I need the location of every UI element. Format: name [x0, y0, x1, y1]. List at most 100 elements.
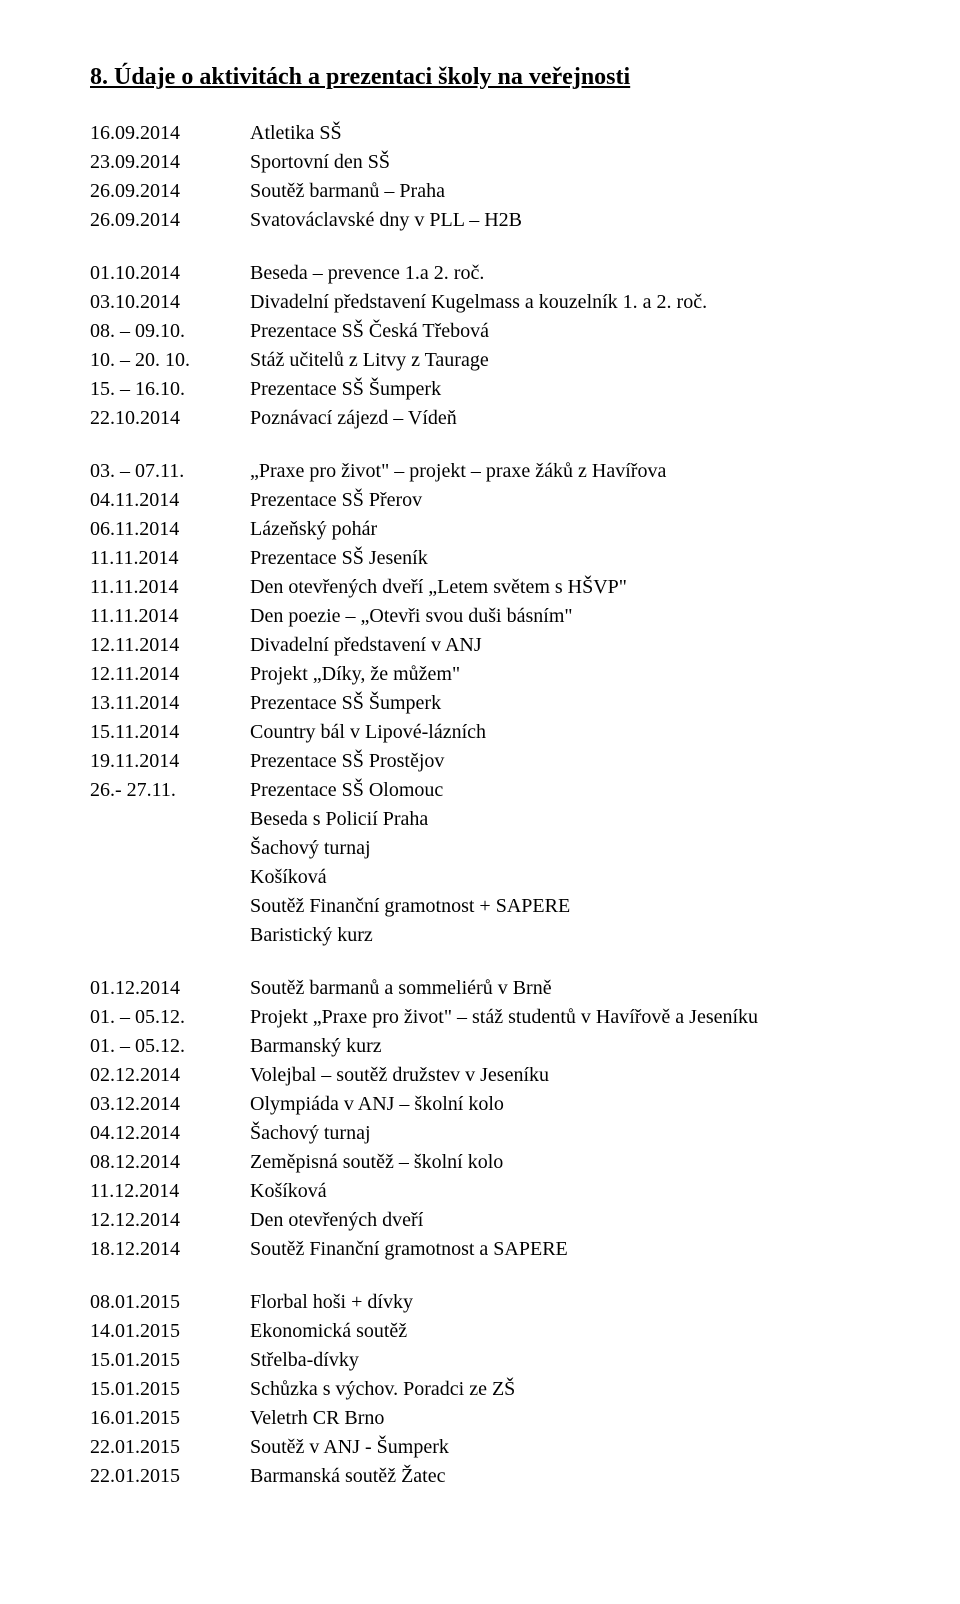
event-date: 13.11.2014 — [90, 689, 250, 718]
event-row: 15. – 16.10.Prezentace SŠ Šumperk — [90, 375, 870, 404]
event-desc: Den poezie – „Otevři svou duši básním" — [250, 602, 870, 631]
event-date: 15.01.2015 — [90, 1346, 250, 1375]
event-desc: Soutěž Finanční gramotnost a SAPERE — [250, 1235, 870, 1264]
event-row: 18.12.2014Soutěž Finanční gramotnost a S… — [90, 1235, 870, 1264]
event-desc: Prezentace SŠ Šumperk — [250, 375, 870, 404]
event-desc: Olympiáda v ANJ – školní kolo — [250, 1090, 870, 1119]
event-date: 04.12.2014 — [90, 1119, 250, 1148]
event-desc: Prezentace SŠ Šumperk — [250, 689, 870, 718]
event-date: 10. – 20. 10. — [90, 346, 250, 375]
event-desc-continuation: Šachový turnaj — [90, 834, 870, 863]
event-row: 03.10.2014Divadelní představení Kugelmas… — [90, 288, 870, 317]
event-desc: Schůzka s výchov. Poradci ze ZŠ — [250, 1375, 870, 1404]
event-date: 04.11.2014 — [90, 486, 250, 515]
event-desc: Soutěž barmanů a sommeliérů v Brně — [250, 974, 870, 1003]
event-desc: Ekonomická soutěž — [250, 1317, 870, 1346]
event-row: 11.11.2014Den poezie – „Otevři svou duši… — [90, 602, 870, 631]
event-desc: Prezentace SŠ Česká Třebová — [250, 317, 870, 346]
event-desc-continuation: Soutěž Finanční gramotnost + SAPERE — [90, 892, 870, 921]
event-date: 15.11.2014 — [90, 718, 250, 747]
event-row: 12.12.2014Den otevřených dveří — [90, 1206, 870, 1235]
event-desc: Divadelní představení v ANJ — [250, 631, 870, 660]
event-desc: Lázeňský pohár — [250, 515, 870, 544]
event-row: 15.11.2014Country bál v Lipové-lázních — [90, 718, 870, 747]
event-block-2: 01.10.2014Beseda – prevence 1.a 2. roč.0… — [90, 259, 870, 433]
event-date: 11.11.2014 — [90, 602, 250, 631]
event-row: 01.10.2014Beseda – prevence 1.a 2. roč. — [90, 259, 870, 288]
event-row: 26.09.2014Svatováclavské dny v PLL – H2B — [90, 206, 870, 235]
event-date: 08.12.2014 — [90, 1148, 250, 1177]
event-desc: Svatováclavské dny v PLL – H2B — [250, 206, 870, 235]
event-desc: Projekt „Praxe pro život" – stáž student… — [250, 1003, 870, 1032]
event-date: 16.09.2014 — [90, 119, 250, 148]
event-date: 12.11.2014 — [90, 660, 250, 689]
event-desc: Den otevřených dveří „Letem světem s HŠV… — [250, 573, 870, 602]
event-row: 26.- 27.11.Prezentace SŠ Olomouc — [90, 776, 870, 805]
event-desc: Volejbal – soutěž družstev v Jeseníku — [250, 1061, 870, 1090]
event-desc: „Praxe pro život" – projekt – praxe žáků… — [250, 457, 870, 486]
event-desc: Prezentace SŠ Přerov — [250, 486, 870, 515]
event-date: 23.09.2014 — [90, 148, 250, 177]
event-row: 12.11.2014Projekt „Díky, že můžem" — [90, 660, 870, 689]
event-desc: Zeměpisná soutěž – školní kolo — [250, 1148, 870, 1177]
event-desc: Beseda – prevence 1.a 2. roč. — [250, 259, 870, 288]
event-date: 06.11.2014 — [90, 515, 250, 544]
event-row: 01.12.2014Soutěž barmanů a sommeliérů v … — [90, 974, 870, 1003]
event-row: 04.11.2014Prezentace SŠ Přerov — [90, 486, 870, 515]
event-row: 01. – 05.12.Barmanský kurz — [90, 1032, 870, 1061]
event-date: 01. – 05.12. — [90, 1032, 250, 1061]
event-date: 02.12.2014 — [90, 1061, 250, 1090]
event-date: 01. – 05.12. — [90, 1003, 250, 1032]
event-desc: Střelba-dívky — [250, 1346, 870, 1375]
event-row: 23.09.2014Sportovní den SŠ — [90, 148, 870, 177]
event-row: 19.11.2014Prezentace SŠ Prostějov — [90, 747, 870, 776]
event-date: 11.11.2014 — [90, 544, 250, 573]
event-row: 08.01.2015Florbal hoši + dívky — [90, 1288, 870, 1317]
event-desc: Prezentace SŠ Prostějov — [250, 747, 870, 776]
event-desc: Country bál v Lipové-lázních — [250, 718, 870, 747]
event-desc: Prezentace SŠ Olomouc — [250, 776, 870, 805]
event-date: 15.01.2015 — [90, 1375, 250, 1404]
event-desc: Poznávací zájezd – Vídeň — [250, 404, 870, 433]
event-row: 13.11.2014Prezentace SŠ Šumperk — [90, 689, 870, 718]
event-row: 16.01.2015Veletrh CR Brno — [90, 1404, 870, 1433]
event-row: 06.11.2014Lázeňský pohár — [90, 515, 870, 544]
event-date: 01.12.2014 — [90, 974, 250, 1003]
event-row: 22.10.2014Poznávací zájezd – Vídeň — [90, 404, 870, 433]
event-row: 26.09.2014Soutěž barmanů – Praha — [90, 177, 870, 206]
event-date: 15. – 16.10. — [90, 375, 250, 404]
event-date: 01.10.2014 — [90, 259, 250, 288]
event-date: 22.01.2015 — [90, 1433, 250, 1462]
event-row: 11.11.2014Den otevřených dveří „Letem sv… — [90, 573, 870, 602]
event-date: 12.11.2014 — [90, 631, 250, 660]
event-row: 14.01.2015Ekonomická soutěž — [90, 1317, 870, 1346]
event-block-5: 08.01.2015Florbal hoši + dívky14.01.2015… — [90, 1288, 870, 1491]
event-row: 11.11.2014Prezentace SŠ Jeseník — [90, 544, 870, 573]
event-date: 26.09.2014 — [90, 206, 250, 235]
event-desc: Barmanský kurz — [250, 1032, 870, 1061]
event-row: 12.11.2014Divadelní představení v ANJ — [90, 631, 870, 660]
event-row: 15.01.2015Střelba-dívky — [90, 1346, 870, 1375]
event-date: 16.01.2015 — [90, 1404, 250, 1433]
event-block-1: 16.09.2014Atletika SŠ23.09.2014Sportovní… — [90, 119, 870, 235]
event-desc: Prezentace SŠ Jeseník — [250, 544, 870, 573]
event-desc: Divadelní představení Kugelmass a kouzel… — [250, 288, 870, 317]
event-row: 01. – 05.12.Projekt „Praxe pro život" – … — [90, 1003, 870, 1032]
event-date: 22.10.2014 — [90, 404, 250, 433]
event-date: 12.12.2014 — [90, 1206, 250, 1235]
event-desc: Šachový turnaj — [250, 1119, 870, 1148]
event-date: 26.- 27.11. — [90, 776, 250, 805]
event-desc: Stáž učitelů z Litvy z Taurage — [250, 346, 870, 375]
event-row: 04.12.2014Šachový turnaj — [90, 1119, 870, 1148]
event-row: 08.12.2014Zeměpisná soutěž – školní kolo — [90, 1148, 870, 1177]
event-row: 10. – 20. 10.Stáž učitelů z Litvy z Taur… — [90, 346, 870, 375]
event-date: 03. – 07.11. — [90, 457, 250, 486]
event-date: 18.12.2014 — [90, 1235, 250, 1264]
event-desc: Barmanská soutěž Žatec — [250, 1462, 870, 1491]
event-date: 11.11.2014 — [90, 573, 250, 602]
event-row: 16.09.2014Atletika SŠ — [90, 119, 870, 148]
page-title: 8. Údaje o aktivitách a prezentaci školy… — [90, 60, 870, 95]
event-date: 14.01.2015 — [90, 1317, 250, 1346]
event-date: 19.11.2014 — [90, 747, 250, 776]
event-row: 03.12.2014Olympiáda v ANJ – školní kolo — [90, 1090, 870, 1119]
